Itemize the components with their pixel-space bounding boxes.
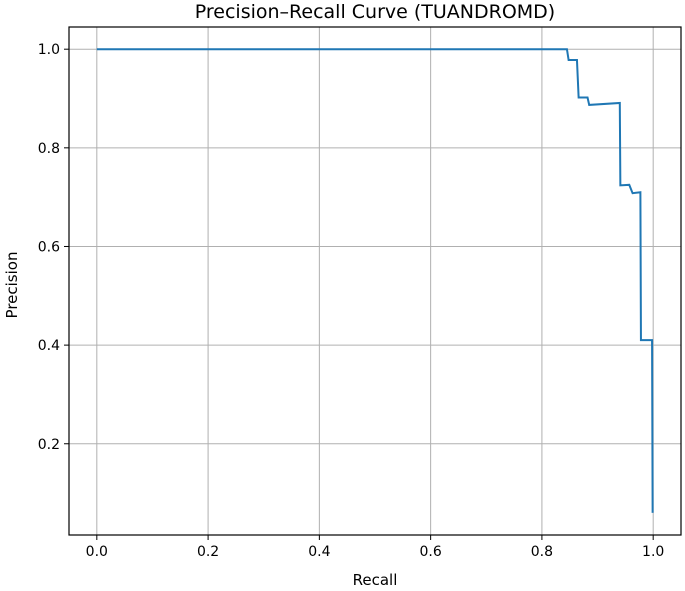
x-tick-label: 0.6 — [420, 544, 442, 560]
y-tick-label: 1.0 — [38, 42, 60, 58]
x-tick-label: 0.4 — [308, 544, 330, 560]
x-tick-label: 1.0 — [642, 544, 664, 560]
plot-frame — [68, 26, 682, 536]
y-tick-label: 0.2 — [38, 437, 60, 453]
axis-ticks: 0.0 0.2 0.4 0.6 0.8 1.0 0.2 0.4 0.6 0.8 1.0 — [38, 42, 665, 560]
y-tick-label: 0.4 — [38, 338, 60, 354]
x-tick-label: 0.8 — [531, 544, 553, 560]
x-axis-label: Recall — [353, 571, 398, 589]
precision-recall-line — [96, 48, 654, 513]
y-tick-label: 0.6 — [38, 239, 60, 255]
series-layer — [96, 48, 654, 513]
chart-title: Precision–Recall Curve (TUANDROMD) — [195, 1, 555, 23]
y-axis-label: Precision — [3, 252, 21, 319]
y-tick-label: 0.8 — [38, 141, 60, 157]
x-tick-label: 0.2 — [197, 544, 219, 560]
x-tick-label: 0.0 — [86, 544, 108, 560]
